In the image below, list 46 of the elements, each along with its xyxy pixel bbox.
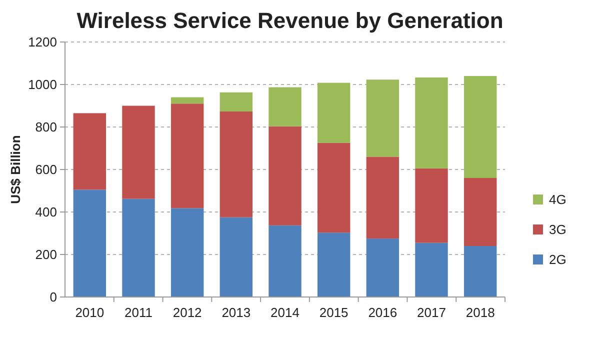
bar: [415, 242, 448, 297]
bar: [415, 168, 448, 243]
bar: [317, 232, 350, 297]
y-tick-label: 400: [35, 204, 57, 220]
bar: [464, 76, 497, 178]
chart-title: Wireless Service Revenue by Generation: [76, 8, 504, 33]
x-tick-label: 2015: [319, 305, 348, 320]
y-tick-label: 800: [35, 120, 57, 135]
y-tick-label: 1200: [28, 34, 57, 50]
bar: [366, 238, 400, 297]
bar: [317, 82, 350, 143]
bar: [122, 106, 155, 199]
y-tick-label: 0: [50, 290, 57, 305]
x-tick-label: 2017: [417, 305, 446, 320]
bar: [268, 126, 302, 226]
bar: [415, 77, 448, 168]
x-tick-label: 2014: [270, 305, 300, 320]
bar: [220, 217, 253, 297]
y-tick-label: 1000: [28, 77, 57, 92]
x-tick-label: 2013: [222, 305, 251, 320]
legend-label: 2G: [549, 252, 566, 268]
bar: [366, 156, 400, 239]
y-tick-label: 600: [35, 162, 57, 178]
bar: [268, 87, 302, 126]
x-tick-label: 2016: [368, 305, 398, 320]
bar: [464, 246, 497, 297]
y-axis-title: US$ Billion: [8, 135, 23, 204]
x-tick-label: 2010: [75, 305, 104, 320]
x-tick-label: 2018: [466, 305, 495, 320]
bar: [73, 113, 106, 190]
x-tick-label: 2012: [172, 305, 202, 320]
bar: [464, 178, 497, 246]
bar: [170, 104, 204, 208]
bar: [73, 190, 106, 297]
bar: [317, 142, 350, 233]
bar: [220, 111, 253, 218]
bar: [170, 97, 204, 104]
bar: [170, 208, 204, 297]
bar: [268, 225, 302, 297]
legend-label: 3G: [549, 222, 566, 238]
legend-label: 4G: [549, 192, 566, 208]
bar: [220, 92, 253, 112]
x-tick-label: 2011: [124, 305, 152, 320]
bar: [366, 80, 400, 157]
bar: [122, 198, 155, 297]
y-tick-label: 200: [35, 247, 57, 262]
